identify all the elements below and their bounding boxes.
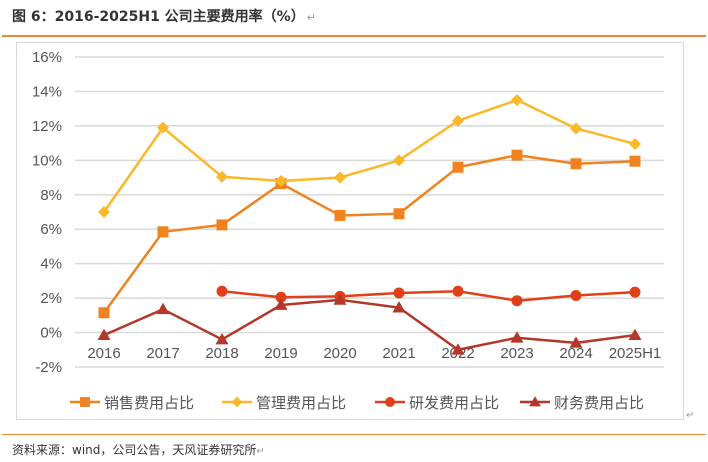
legend-triangle-marker (529, 396, 541, 407)
legend: 销售费用占比 管理费用占比 研发费用占比 财务费用占比 (70, 394, 644, 412)
data-point-triangle-marker (215, 332, 229, 345)
legend-label: 财务费用占比 (554, 394, 644, 412)
data-point-circle-marker (275, 291, 287, 303)
chart-frame (16, 42, 684, 420)
series-line-3 (103, 298, 636, 352)
legend-item: 销售费用占比 (70, 394, 194, 412)
x-tick-label: 2023 (500, 345, 533, 362)
data-point-diamond-marker (629, 137, 641, 150)
data-point-triangle-marker (274, 298, 288, 310)
corner-return-mark: ↵ (686, 410, 695, 421)
data-point-square-marker (511, 149, 523, 161)
data-point-triangle-marker (569, 336, 583, 348)
y-tick-label: 4% (40, 256, 62, 273)
data-point-square-marker (570, 158, 582, 170)
series-line-1 (102, 98, 636, 213)
data-point-circle-marker (511, 295, 523, 307)
y-tick-label: 8% (40, 187, 62, 204)
x-tick-label: 2021 (382, 345, 415, 362)
y-tick-label: 10% (32, 152, 62, 169)
data-point-square-marker (216, 219, 228, 231)
legend-circle-marker (385, 397, 395, 407)
gridlines (75, 56, 664, 368)
return-mark: ↵ (306, 11, 316, 24)
data-point-diamond-marker (216, 170, 228, 183)
data-point-diamond-marker (393, 154, 405, 167)
legend-label: 管理费用占比 (256, 394, 346, 412)
x-tick-label: 2018 (205, 345, 238, 362)
source-divider (2, 434, 706, 435)
data-point-diamond-marker (511, 94, 523, 107)
source-text: 资料来源：wind，公司公告，天风证券研究所 (12, 443, 257, 457)
data-point-square-marker (452, 161, 464, 173)
data-point-circle-marker (216, 285, 228, 297)
source-note: 资料来源：wind，公司公告，天风证券研究所↵ (12, 441, 265, 458)
y-tick-label: 12% (32, 118, 62, 135)
y-axis-ticks: -2% 0% 2% 4% 6% 8% 10% 12% 14% 16% (32, 49, 62, 376)
data-point-diamond-marker (157, 121, 169, 134)
data-point-square-marker (393, 208, 405, 220)
y-tick-label: 0% (40, 325, 62, 342)
data-point-circle-marker (629, 286, 641, 298)
series-line-2 (221, 289, 636, 302)
series-lines (102, 98, 636, 352)
data-point-triangle-marker (510, 331, 524, 343)
data-point-triangle-marker (156, 302, 170, 315)
data-point-circle-marker (393, 287, 405, 299)
x-tick-label: 2019 (264, 345, 297, 362)
data-point-triangle-marker (333, 293, 347, 305)
data-point-square-marker (629, 155, 641, 167)
series-line-0 (102, 153, 636, 314)
return-mark: ↵ (256, 446, 265, 457)
figure-title-text: 图 6：2016-2025H1 公司主要费用率（%） (12, 9, 305, 25)
y-tick-label: 2% (40, 290, 62, 307)
y-tick-label: 16% (32, 49, 62, 66)
data-point-square-marker (98, 307, 110, 319)
legend-diamond-marker (231, 396, 243, 408)
title-divider (2, 35, 706, 37)
figure-title: 图 6：2016-2025H1 公司主要费用率（%） ↵ (12, 6, 316, 26)
y-tick-label: -2% (35, 359, 62, 376)
x-tick-label: 2024 (559, 345, 592, 362)
x-tick-label: 2016 (87, 345, 120, 362)
x-tick-label: 2025H1 (609, 345, 662, 362)
data-point-triangle-marker (628, 328, 642, 341)
y-tick-label: 14% (32, 83, 62, 100)
data-point-diamond-marker (275, 175, 287, 187)
legend-item: 管理费用占比 (222, 394, 346, 412)
data-point-triangle-marker (97, 328, 111, 341)
data-point-diamond-marker (98, 206, 110, 218)
legend-item: 研发费用占比 (375, 394, 499, 412)
data-point-triangle-marker (392, 301, 406, 313)
x-tick-label: 2020 (323, 345, 356, 362)
data-point-circle-marker (570, 290, 582, 302)
data-point-square-marker (334, 209, 346, 221)
legend-item: 财务费用占比 (520, 394, 644, 412)
legend-label: 销售费用占比 (104, 394, 194, 412)
data-point-diamond-marker (570, 122, 582, 135)
data-point-square-marker (157, 226, 169, 238)
y-tick-label: 6% (40, 221, 62, 238)
data-point-diamond-marker (452, 114, 464, 127)
legend-label: 研发费用占比 (409, 394, 499, 412)
x-tick-label: 2017 (146, 345, 179, 362)
data-point-diamond-marker (334, 171, 346, 184)
legend-square-marker (80, 397, 90, 407)
data-point-circle-marker (452, 285, 464, 297)
data-point-triangle-marker (451, 343, 465, 355)
series-markers (97, 94, 642, 355)
